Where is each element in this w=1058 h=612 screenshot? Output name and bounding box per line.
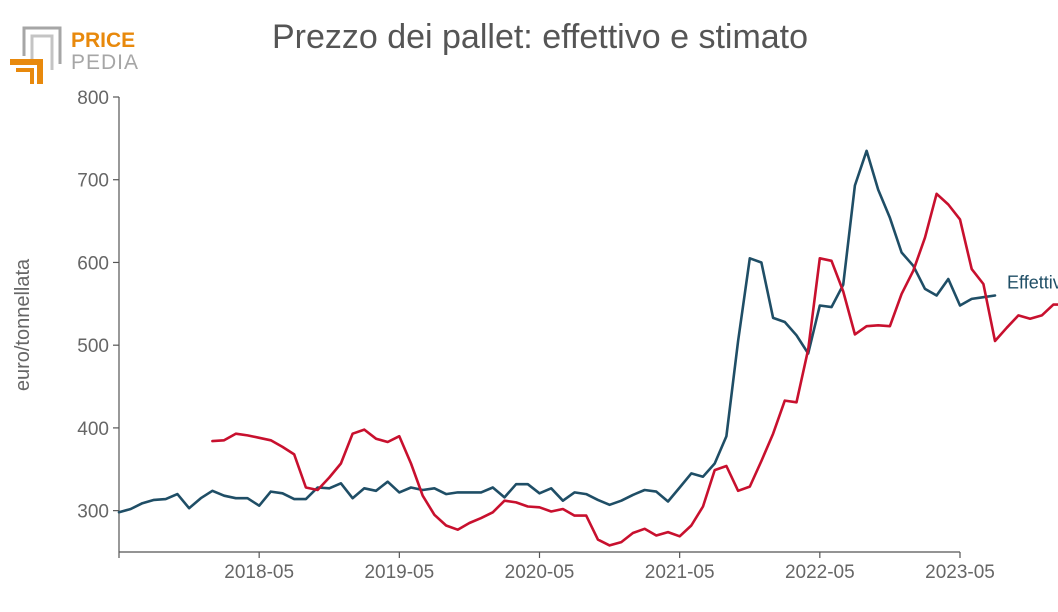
series-line-effettivo	[117, 149, 997, 514]
pricepedia-logo: PRICE PEDIA	[10, 26, 139, 84]
logo-word-pedia: PEDIA	[71, 51, 139, 74]
logo-mark	[10, 26, 62, 84]
y-tick-label: 300	[77, 502, 109, 523]
y-tick-label: 700	[77, 171, 109, 192]
y-tick-label: 800	[77, 88, 109, 109]
x-tick-label: 2023-05	[925, 562, 995, 583]
x-tick-label: 2018-05	[224, 562, 294, 583]
y-axis-label: euro/tonnellata	[12, 258, 34, 391]
y-axis: 300 400 500 600 700 800	[77, 88, 120, 552]
x-tick-label: 2020-05	[505, 562, 575, 583]
logo-orange-bracket-inner	[16, 68, 34, 84]
logo-gray-bracket-inner	[30, 34, 54, 70]
x-tick-label: 2019-05	[364, 562, 434, 583]
x-tick-label: 2022-05	[785, 562, 855, 583]
series-line-stimato	[211, 192, 1058, 547]
chart-title: Prezzo dei pallet: effettivo e stimato	[271, 18, 809, 56]
y-tick-label: 400	[77, 419, 109, 440]
logo-gray-bracket-outer	[22, 26, 62, 64]
x-tick-label: 2021-05	[645, 562, 715, 583]
logo-orange-bracket	[10, 59, 43, 84]
series-label-effettivo: Effettivo	[1007, 273, 1058, 293]
y-tick-label: 600	[77, 253, 109, 274]
logo-word-price: PRICE	[71, 29, 135, 52]
x-axis: 2018-05 2019-05 2020-05 2021-05 2022-05 2023-…	[118, 551, 995, 583]
series-layer: EffettivoStimato	[117, 149, 1058, 547]
y-tick-label: 500	[77, 336, 109, 357]
